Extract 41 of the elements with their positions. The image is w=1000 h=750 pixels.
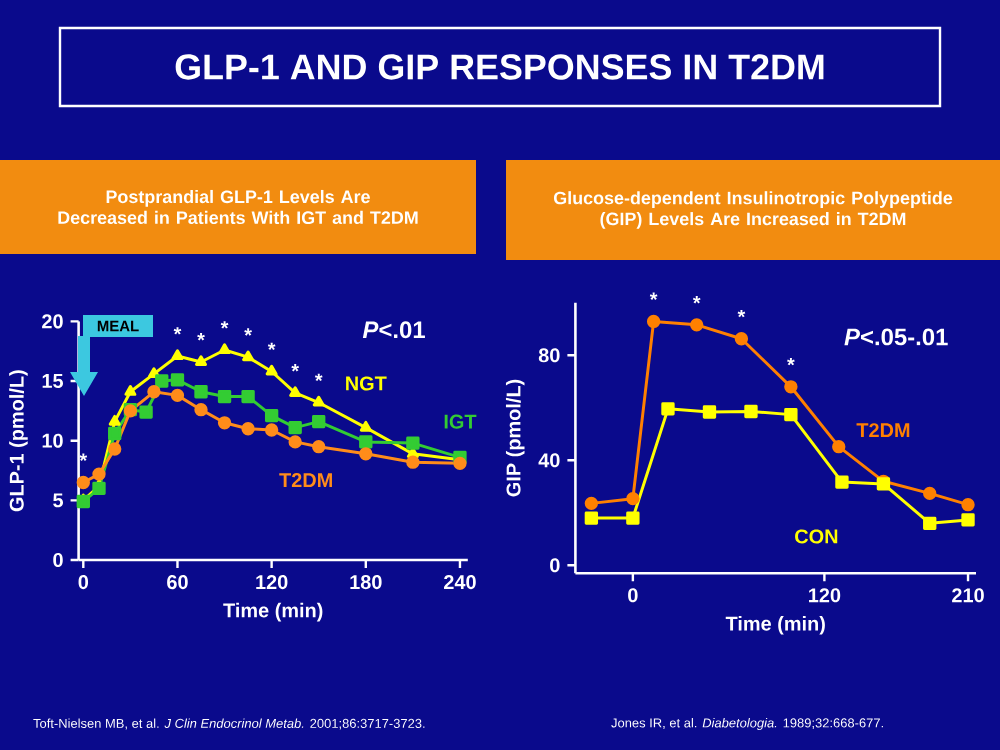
y-axis-title: GIP (pmol/L)	[505, 379, 525, 497]
annotation: P<.05-.01	[844, 328, 948, 346]
annotation: *	[220, 321, 229, 329]
series-label: T2DM	[856, 423, 910, 438]
x-tick-label: 120	[809, 588, 841, 603]
y-tick-label: 0	[53, 552, 63, 568]
annotation: *	[649, 292, 658, 300]
chart-subtitle: Glucose-dependent Insulinotropic Polypeptide (GIP) Levels Are Increased in T2DM	[553, 191, 953, 229]
annotation: *	[737, 309, 746, 318]
text: CON	[795, 529, 838, 544]
chart-title: GLP-1 AND GIP RESPONSES IN T2DM	[175, 54, 824, 80]
x-tick-label: 210	[952, 588, 984, 603]
x-tick-label: 180	[350, 575, 382, 590]
annotation: *	[692, 295, 701, 304]
annotation: *	[291, 364, 300, 372]
y-tick-label: 10	[42, 433, 63, 448]
annotation: *	[197, 333, 205, 341]
annotation: *	[173, 327, 182, 335]
x-tick-label: 0	[78, 575, 89, 590]
y-tick-label: 15	[42, 374, 64, 388]
y-tick-label: 80	[538, 348, 560, 363]
y-tick-label: 40	[538, 453, 560, 468]
y-tick-label: 5	[53, 493, 64, 508]
annotation: *	[314, 373, 323, 382]
y-tick-label: 0	[550, 558, 560, 573]
x-tick-label: 120	[256, 575, 288, 590]
annotation: *	[787, 357, 795, 366]
series-label: NGT	[346, 376, 387, 391]
y-tick-label: 20	[42, 314, 63, 329]
chart-subtitle: Postprandial GLP-1 Levels Are Decreased in Patients With IGT and T2DM	[58, 189, 418, 225]
x-axis-title: Time (min)	[725, 616, 825, 635]
series-label: T2DM	[279, 473, 332, 488]
annotation: *	[267, 342, 276, 351]
y-axis-title: GLP-1 (pmol/L)	[9, 370, 28, 512]
annotation: *	[244, 328, 252, 336]
x-tick-label: 0	[628, 588, 638, 603]
series-label: IGT	[444, 414, 477, 429]
x-tick-label: 60	[167, 575, 188, 590]
annotation: P<.01	[362, 321, 425, 339]
x-tick-label: 240	[444, 575, 476, 590]
x-axis-title: Time (min)	[223, 602, 323, 622]
